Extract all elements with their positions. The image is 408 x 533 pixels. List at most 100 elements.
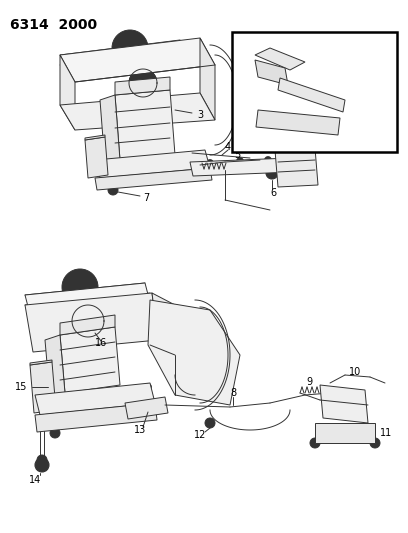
Polygon shape	[85, 137, 108, 178]
Circle shape	[291, 163, 301, 173]
Polygon shape	[115, 77, 170, 95]
Polygon shape	[85, 135, 105, 140]
Circle shape	[326, 76, 334, 84]
Circle shape	[171, 156, 179, 164]
Circle shape	[107, 342, 113, 348]
Circle shape	[107, 372, 113, 378]
Polygon shape	[95, 150, 210, 178]
Polygon shape	[30, 360, 52, 365]
Text: 11: 11	[380, 428, 392, 438]
Polygon shape	[190, 158, 293, 176]
Polygon shape	[35, 383, 155, 415]
Circle shape	[310, 116, 320, 126]
Circle shape	[267, 69, 273, 75]
Circle shape	[60, 364, 66, 370]
Circle shape	[115, 130, 122, 136]
Circle shape	[111, 163, 119, 171]
Polygon shape	[60, 55, 75, 130]
Circle shape	[108, 185, 118, 195]
Polygon shape	[60, 93, 215, 130]
Circle shape	[162, 141, 169, 148]
Circle shape	[205, 418, 215, 428]
Polygon shape	[60, 315, 115, 335]
Circle shape	[275, 113, 285, 123]
Polygon shape	[100, 95, 120, 165]
Polygon shape	[115, 90, 175, 160]
Circle shape	[129, 69, 157, 97]
Circle shape	[86, 392, 93, 400]
Circle shape	[290, 149, 302, 161]
Circle shape	[35, 384, 47, 396]
Circle shape	[263, 65, 277, 79]
Polygon shape	[200, 38, 215, 120]
Circle shape	[72, 305, 104, 337]
Circle shape	[370, 438, 380, 448]
Polygon shape	[95, 168, 212, 190]
Text: 16: 16	[95, 338, 107, 348]
Bar	[232, 32, 397, 152]
Polygon shape	[320, 385, 368, 423]
Text: 2: 2	[345, 48, 351, 58]
Circle shape	[330, 388, 340, 398]
Polygon shape	[60, 38, 215, 82]
Circle shape	[143, 400, 153, 410]
Polygon shape	[125, 397, 168, 419]
Polygon shape	[255, 48, 305, 70]
Circle shape	[350, 390, 360, 400]
Circle shape	[62, 269, 98, 305]
Polygon shape	[148, 300, 240, 405]
Circle shape	[266, 167, 278, 179]
Circle shape	[36, 400, 46, 410]
Polygon shape	[315, 423, 375, 443]
Polygon shape	[30, 362, 56, 413]
Polygon shape	[60, 327, 120, 393]
Text: 4: 4	[225, 142, 231, 152]
Text: 12: 12	[194, 430, 206, 440]
Circle shape	[34, 368, 48, 382]
Circle shape	[359, 427, 371, 439]
Polygon shape	[152, 293, 182, 350]
Circle shape	[112, 179, 118, 185]
Polygon shape	[25, 283, 152, 322]
Circle shape	[57, 415, 63, 421]
Text: 13: 13	[134, 425, 146, 435]
Circle shape	[142, 175, 148, 181]
Circle shape	[107, 327, 113, 333]
Circle shape	[77, 310, 99, 332]
Text: 7: 7	[143, 193, 149, 203]
Polygon shape	[35, 403, 157, 432]
Circle shape	[37, 455, 47, 465]
Circle shape	[87, 409, 93, 415]
Circle shape	[60, 334, 66, 340]
Circle shape	[35, 458, 49, 472]
Circle shape	[115, 111, 122, 118]
Text: 1: 1	[303, 35, 309, 45]
Polygon shape	[25, 293, 158, 352]
Circle shape	[162, 88, 169, 95]
Circle shape	[60, 379, 66, 385]
Circle shape	[162, 107, 169, 114]
Circle shape	[237, 157, 244, 165]
Circle shape	[319, 427, 331, 439]
Circle shape	[112, 30, 148, 66]
Polygon shape	[278, 78, 345, 112]
Circle shape	[118, 36, 142, 60]
Circle shape	[115, 147, 122, 154]
Circle shape	[115, 93, 122, 101]
Circle shape	[162, 124, 169, 131]
Circle shape	[291, 175, 301, 185]
Circle shape	[172, 172, 178, 178]
Circle shape	[117, 387, 124, 394]
Text: 6: 6	[270, 188, 276, 198]
Circle shape	[134, 74, 152, 92]
Circle shape	[92, 157, 102, 167]
Circle shape	[91, 142, 103, 154]
Circle shape	[117, 404, 123, 410]
Circle shape	[107, 357, 113, 363]
Text: 3: 3	[197, 110, 203, 120]
Circle shape	[68, 275, 92, 299]
Polygon shape	[256, 110, 340, 135]
Circle shape	[310, 438, 320, 448]
Text: 14: 14	[29, 475, 41, 485]
Circle shape	[141, 159, 149, 167]
